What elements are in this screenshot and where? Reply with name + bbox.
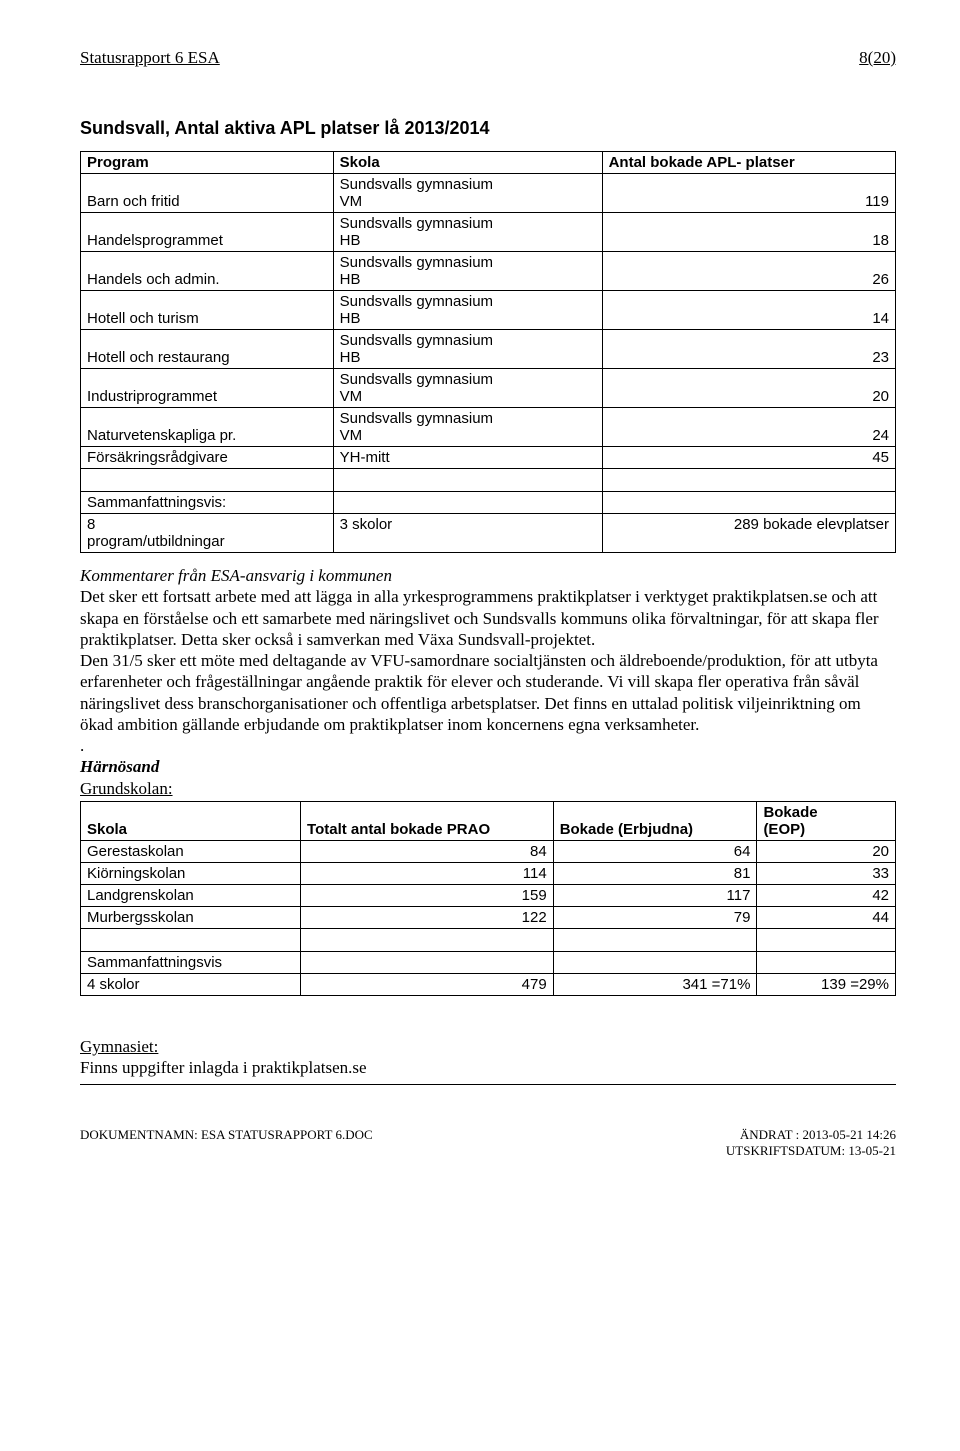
col-header: Antal bokade APL- platser	[602, 152, 895, 174]
cell: 3 skolor	[333, 514, 602, 553]
cell: 20	[757, 840, 896, 862]
table-row: Gerestaskolan846420	[81, 840, 896, 862]
gymnasiet-line: Finns uppgifter inlagda i praktikplatsen…	[80, 1058, 367, 1077]
commentary-heading: Kommentarer från ESA-ansvarig i kommunen	[80, 566, 392, 585]
cell	[333, 492, 602, 514]
table-row: 8 program/utbildningar 3 skolor 289 boka…	[81, 514, 896, 553]
col-header: Program	[81, 152, 334, 174]
cell: 84	[301, 840, 554, 862]
table-row: Handels och admin.Sundsvalls gymnasiumHB…	[81, 252, 896, 291]
table-row: Sammanfattningsvis:	[81, 492, 896, 514]
cell: Sundsvalls gymnasiumHB	[333, 252, 602, 291]
summary-label: Sammanfattningsvis	[81, 951, 301, 973]
cell: Gerestaskolan	[81, 840, 301, 862]
table-row: Naturvetenskapliga pr.Sundsvalls gymnasi…	[81, 408, 896, 447]
cell	[602, 492, 895, 514]
cell: Sundsvalls gymnasiumVM	[333, 408, 602, 447]
gymnasiet-heading: Gymnasiet:	[80, 1037, 158, 1056]
cell: 114	[301, 862, 554, 884]
cell: Handels och admin.	[81, 252, 334, 291]
cell: 44	[757, 906, 896, 928]
table-row: Kiörningskolan1148133	[81, 862, 896, 884]
cell: 289 bokade elevplatser	[602, 514, 895, 553]
table-prao: Skola Totalt antal bokade PRAO Bokade (E…	[80, 801, 896, 996]
col-header: Totalt antal bokade PRAO	[301, 801, 554, 840]
table-row: Skola Totalt antal bokade PRAO Bokade (E…	[81, 801, 896, 840]
cell: 341 =71%	[553, 973, 757, 995]
table-apl: Program Skola Antal bokade APL- platser …	[80, 151, 896, 553]
cell: 159	[301, 884, 554, 906]
table-row: Barn och fritidSundsvalls gymnasiumVM119	[81, 174, 896, 213]
cell: 139 =29%	[757, 973, 896, 995]
cell: Sundsvalls gymnasiumVM	[333, 174, 602, 213]
cell: Sundsvalls gymnasiumHB	[333, 213, 602, 252]
section2-sub: Grundskolan:	[80, 779, 173, 798]
cell: 117	[553, 884, 757, 906]
footer-left: DOKUMENTNAMN: ESA STATUSRAPPORT 6.DOC	[80, 1127, 373, 1159]
page-footer: DOKUMENTNAMN: ESA STATUSRAPPORT 6.DOC ÄN…	[80, 1125, 896, 1159]
cell: Försäkringsrådgivare	[81, 447, 334, 469]
cell: Barn och fritid	[81, 174, 334, 213]
cell: Industriprogrammet	[81, 369, 334, 408]
cell: 26	[602, 252, 895, 291]
cell: Handelsprogrammet	[81, 213, 334, 252]
cell: 45	[602, 447, 895, 469]
page: Statusrapport 6 ESA 8(20) Sundsvall, Ant…	[0, 0, 960, 1199]
gymnasiet-block: Gymnasiet: Finns uppgifter inlagda i pra…	[80, 1036, 896, 1079]
cell: Landgrenskolan	[81, 884, 301, 906]
table-row: IndustriprogrammetSundsvalls gymnasiumVM…	[81, 369, 896, 408]
cell: Sundsvalls gymnasiumVM	[333, 369, 602, 408]
cell: Kiörningskolan	[81, 862, 301, 884]
cell: 14	[602, 291, 895, 330]
commentary-dot: .	[80, 736, 84, 755]
cell: 24	[602, 408, 895, 447]
col-header: Bokade (EOP)	[757, 801, 896, 840]
cell: YH-mitt	[333, 447, 602, 469]
cell: Naturvetenskapliga pr.	[81, 408, 334, 447]
cell: 479	[301, 973, 554, 995]
col-header: Bokade (Erbjudna)	[553, 801, 757, 840]
cell: 64	[553, 840, 757, 862]
commentary-block: Kommentarer från ESA-ansvarig i kommunen…	[80, 565, 896, 799]
table-row	[81, 928, 896, 951]
table-row	[81, 469, 896, 492]
cell: 79	[553, 906, 757, 928]
col-header: Skola	[81, 801, 301, 840]
header-left: Statusrapport 6 ESA	[80, 48, 220, 68]
section2-city: Härnösand	[80, 757, 159, 776]
header-right: 8(20)	[859, 48, 896, 68]
cell: Sundsvalls gymnasiumHB	[333, 330, 602, 369]
table-row: FörsäkringsrådgivareYH-mitt45	[81, 447, 896, 469]
cell: 4 skolor	[81, 973, 301, 995]
table-row: Program Skola Antal bokade APL- platser	[81, 152, 896, 174]
cell: 18	[602, 213, 895, 252]
summary-label: 8 program/utbildningar	[81, 514, 334, 553]
table-row: Landgrenskolan15911742	[81, 884, 896, 906]
cell: Murbergsskolan	[81, 906, 301, 928]
commentary-p2: Den 31/5 sker ett möte med deltagande av…	[80, 651, 878, 734]
commentary-p1: Det sker ett fortsatt arbete med att läg…	[80, 587, 879, 649]
table-row: Sammanfattningsvis	[81, 951, 896, 973]
cell: 81	[553, 862, 757, 884]
cell: 33	[757, 862, 896, 884]
cell: Hotell och turism	[81, 291, 334, 330]
section1-title: Sundsvall, Antal aktiva APL platser lå 2…	[80, 118, 896, 139]
cell: Sundsvalls gymnasiumHB	[333, 291, 602, 330]
cell: 119	[602, 174, 895, 213]
col-header: Skola	[333, 152, 602, 174]
footer-right: ÄNDRAT : 2013-05-21 14:26 UTSKRIFTSDATUM…	[726, 1127, 896, 1159]
table-row: 4 skolor 479 341 =71% 139 =29%	[81, 973, 896, 995]
table-row: Murbergsskolan1227944	[81, 906, 896, 928]
page-header: Statusrapport 6 ESA 8(20)	[80, 48, 896, 68]
cell: 122	[301, 906, 554, 928]
table-row: Hotell och restaurangSundsvalls gymnasiu…	[81, 330, 896, 369]
table-row: Hotell och turismSundsvalls gymnasiumHB1…	[81, 291, 896, 330]
cell: Hotell och restaurang	[81, 330, 334, 369]
cell: 20	[602, 369, 895, 408]
table-row: HandelsprogrammetSundsvalls gymnasiumHB1…	[81, 213, 896, 252]
cell: 23	[602, 330, 895, 369]
summary-label: Sammanfattningsvis:	[81, 492, 334, 514]
footer-divider	[80, 1084, 896, 1085]
cell: 42	[757, 884, 896, 906]
